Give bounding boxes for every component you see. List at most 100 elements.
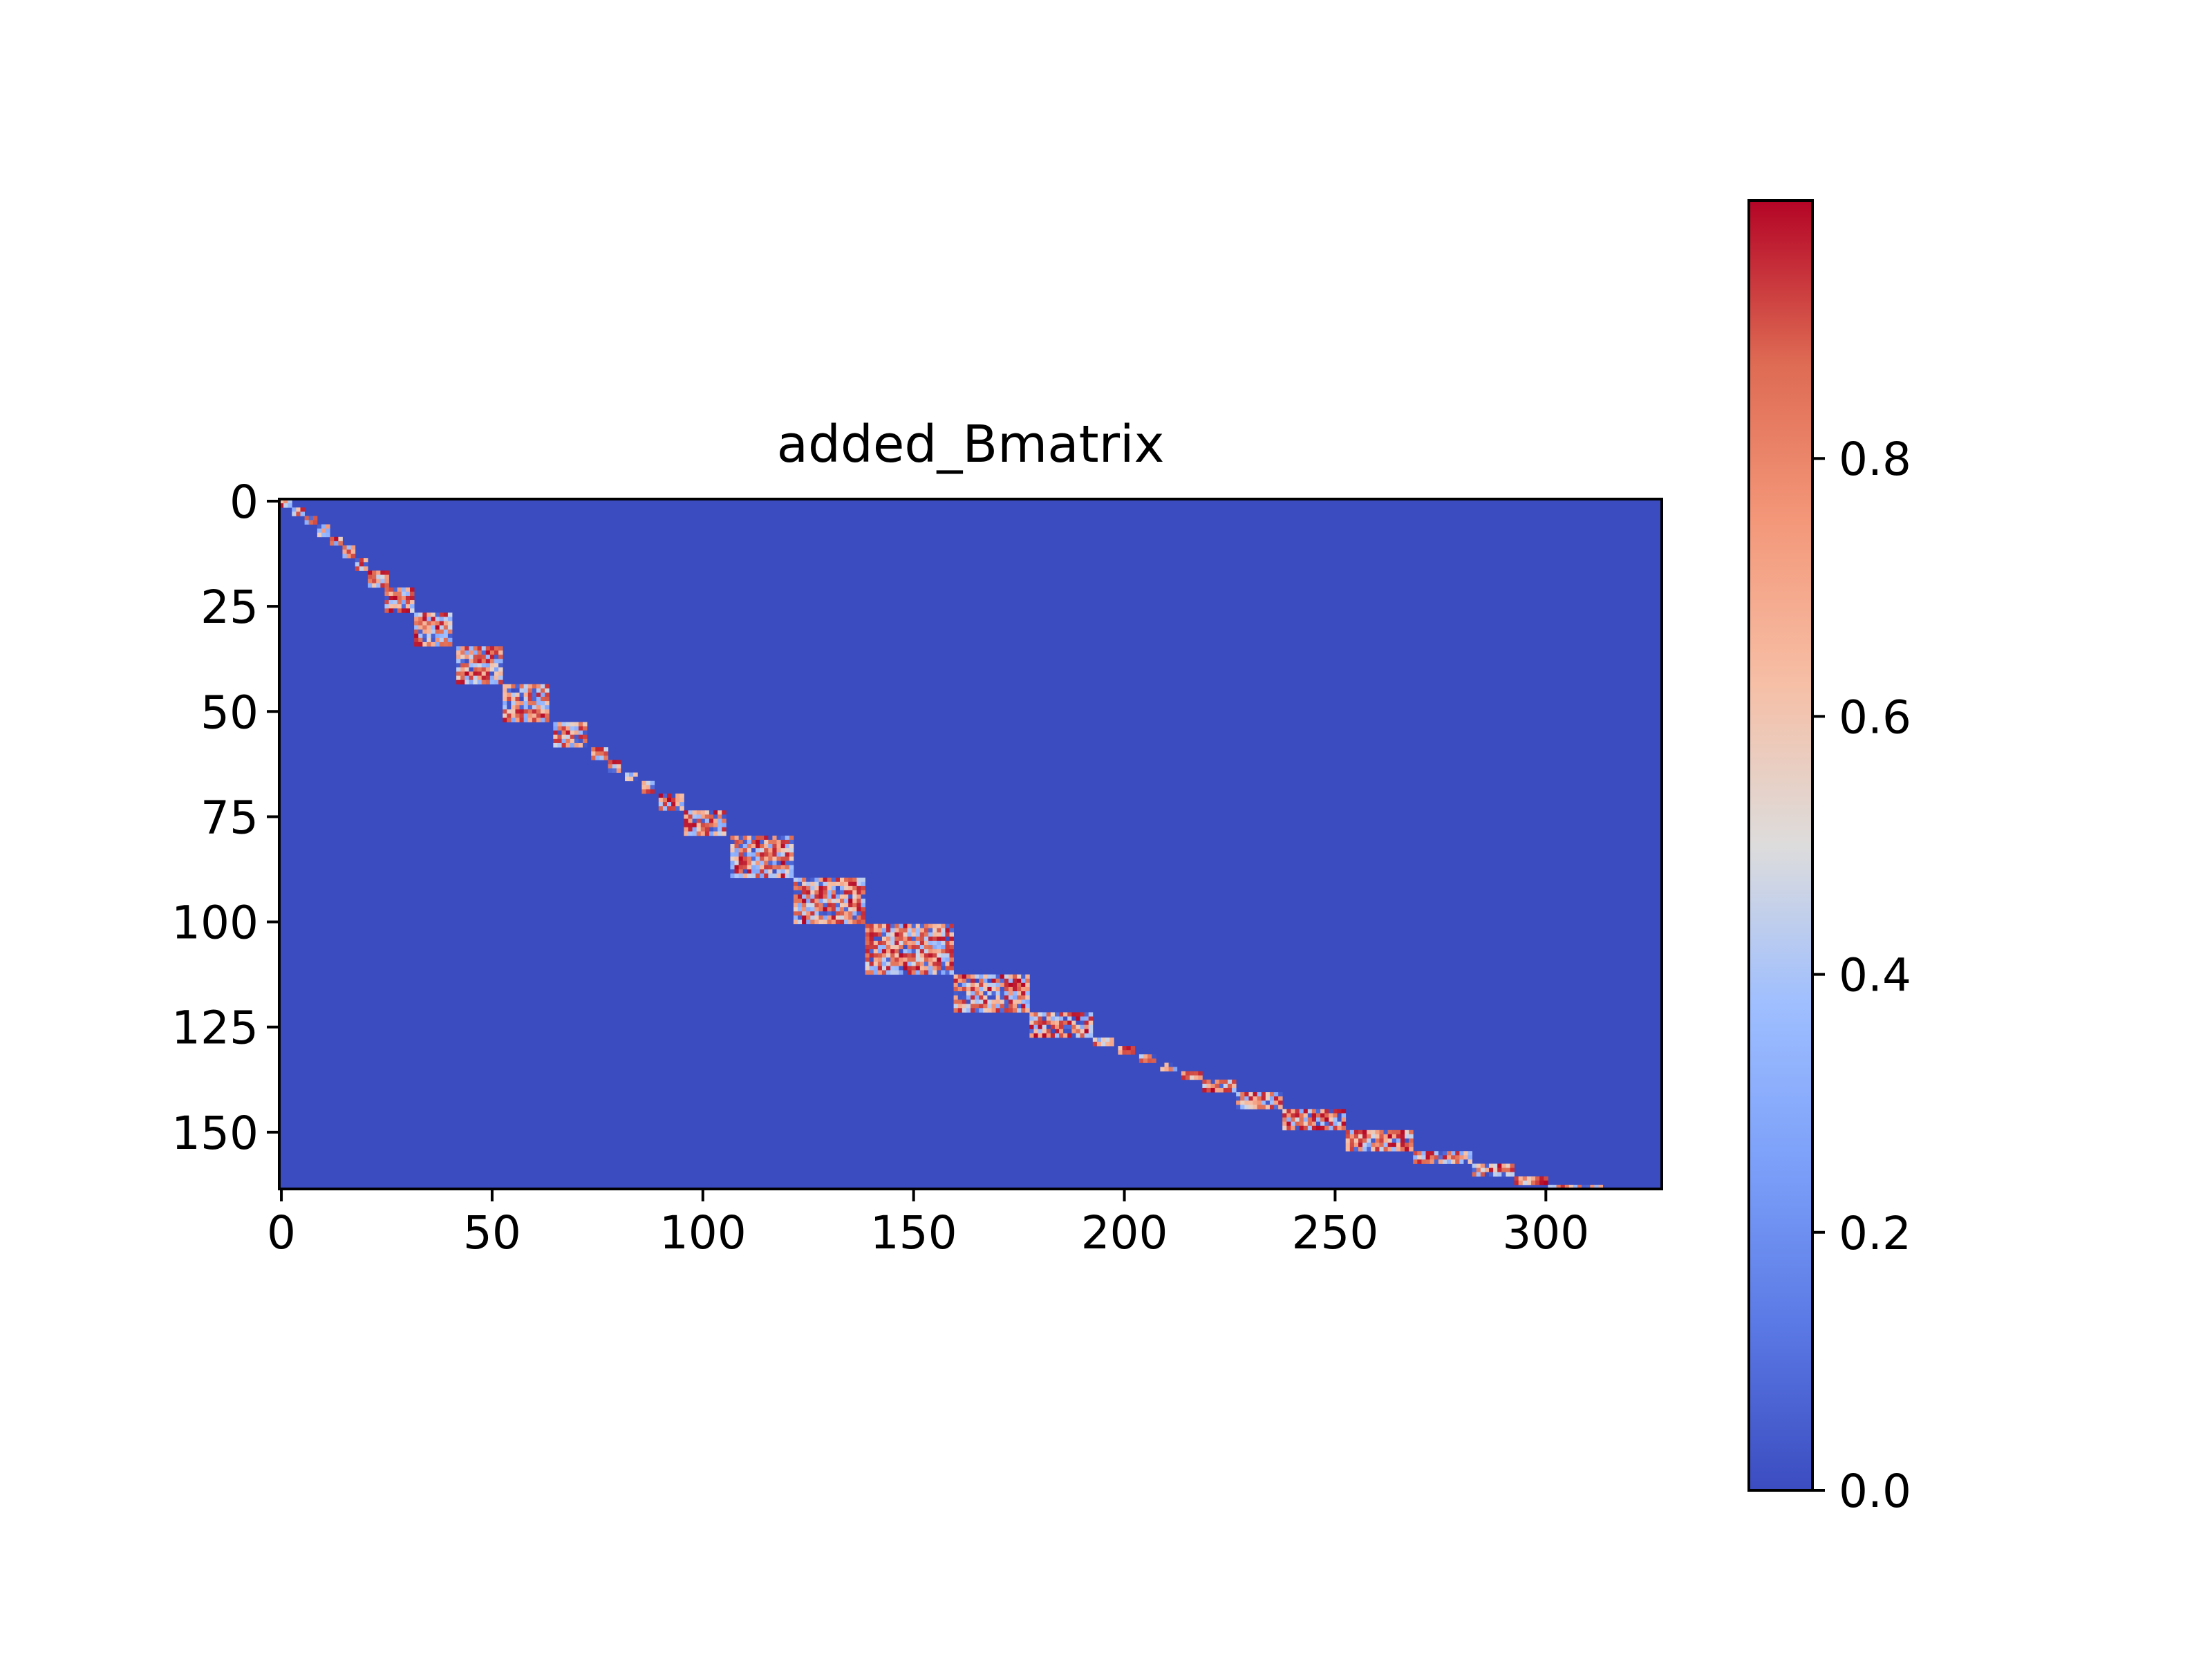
heatmap-cell [1480, 1168, 1485, 1173]
heatmap-cell [861, 885, 865, 891]
heatmap-cell [578, 730, 583, 735]
heatmap-cell [709, 814, 714, 819]
heatmap-cell [494, 659, 499, 664]
heatmap-cell [312, 520, 318, 525]
heatmap-cell [1012, 991, 1018, 996]
heatmap-cell [798, 890, 803, 895]
heatmap-cell [713, 810, 718, 815]
heatmap-cell [852, 881, 857, 887]
heatmap-cell [1413, 1159, 1418, 1164]
heatmap-cell [565, 726, 571, 731]
heatmap-cell [439, 633, 444, 639]
heatmap-cell [852, 894, 857, 899]
heatmap-cell [1421, 1155, 1426, 1160]
heatmap-cell [1206, 1087, 1211, 1093]
heatmap-cell [1088, 1029, 1094, 1034]
heatmap-cell [856, 899, 861, 903]
heatmap-cell [1248, 1092, 1253, 1097]
heatmap-cell [1345, 1138, 1351, 1143]
heatmap-cell [760, 861, 765, 865]
heatmap-cell [1029, 1029, 1034, 1034]
heatmap-cell [738, 869, 744, 874]
heatmap-cell [376, 579, 381, 584]
heatmap-cell [498, 675, 503, 681]
heatmap-cell [1067, 1020, 1072, 1026]
heatmap-cell [1484, 1168, 1490, 1173]
heatmap-cell [722, 831, 727, 836]
heatmap-cell [465, 667, 469, 672]
heatmap-cell [848, 877, 853, 883]
heatmap-cell [1539, 1176, 1544, 1181]
heatmap-cell [507, 697, 512, 702]
heatmap-cell [810, 919, 815, 925]
x-tick-label: 0 [267, 1206, 296, 1259]
heatmap-cell [793, 899, 798, 903]
heatmap-cell [372, 579, 377, 584]
heatmap-cell [831, 919, 836, 925]
heatmap-cell [1362, 1143, 1367, 1147]
heatmap-cell [780, 861, 786, 865]
heatmap-cell [439, 641, 444, 647]
heatmap-cell [903, 953, 908, 958]
heatmap-cell [633, 776, 638, 782]
heatmap-cell [368, 574, 373, 580]
heatmap-cell [953, 1008, 959, 1013]
heatmap-cell [410, 587, 415, 592]
heatmap-cell [802, 915, 807, 920]
heatmap-cell [393, 587, 398, 592]
heatmap-cell [924, 936, 929, 941]
heatmap-cell [751, 856, 756, 861]
heatmap-cell [1337, 1117, 1342, 1123]
heatmap-cell [861, 903, 865, 908]
heatmap-cell [1210, 1079, 1216, 1085]
heatmap-cell [760, 852, 765, 857]
heatmap-cell [578, 742, 583, 748]
heatmap-cell [489, 659, 495, 664]
heatmap-cell [793, 907, 798, 912]
heatmap-cell [1038, 1016, 1043, 1021]
heatmap-cell [941, 953, 946, 958]
heatmap-cell [991, 1008, 996, 1013]
heatmap-cell [869, 957, 874, 962]
heatmap-cell [953, 978, 959, 984]
heatmap-cell [1202, 1083, 1207, 1089]
heatmap-cell [957, 995, 963, 1000]
heatmap-cell [296, 512, 301, 516]
heatmap-cell [342, 554, 347, 559]
heatmap-cell [465, 650, 469, 655]
heatmap-cell [608, 760, 613, 765]
heatmap-cell [844, 919, 849, 925]
heatmap-cell [818, 894, 823, 899]
heatmap-cell [1033, 1024, 1038, 1030]
heatmap-cell [886, 932, 891, 937]
heatmap-cell [1025, 982, 1030, 988]
heatmap-cell [671, 793, 676, 798]
heatmap-cell [532, 684, 537, 689]
heatmap-cell [730, 861, 735, 865]
heatmap-cell [1012, 978, 1018, 984]
heatmap-cell [899, 945, 903, 950]
heatmap-cell [798, 915, 803, 920]
heatmap-cell [578, 734, 583, 740]
heatmap-cell [713, 818, 718, 823]
heatmap-cell [1489, 1172, 1494, 1177]
heatmap-cell [987, 986, 992, 992]
heatmap-cell [890, 953, 895, 958]
heatmap-cell [831, 903, 836, 908]
heatmap-cell [1080, 1024, 1085, 1030]
heatmap-cell [907, 949, 912, 954]
heatmap-cell [1307, 1117, 1313, 1123]
heatmap-cell [473, 663, 478, 668]
heatmap-cell [397, 595, 402, 601]
heatmap-cell [1379, 1134, 1384, 1139]
heatmap-cell [1286, 1113, 1291, 1118]
heatmap-cell [971, 982, 975, 988]
heatmap-cell [465, 646, 469, 651]
heatmap-cell [911, 953, 917, 958]
heatmap-cell [1391, 1143, 1397, 1147]
heatmap-cell [776, 848, 782, 853]
heatmap-cell [1548, 1184, 1553, 1190]
heatmap-cell [1025, 974, 1030, 980]
heatmap-cell [1430, 1151, 1435, 1156]
heatmap-cell [911, 924, 917, 929]
